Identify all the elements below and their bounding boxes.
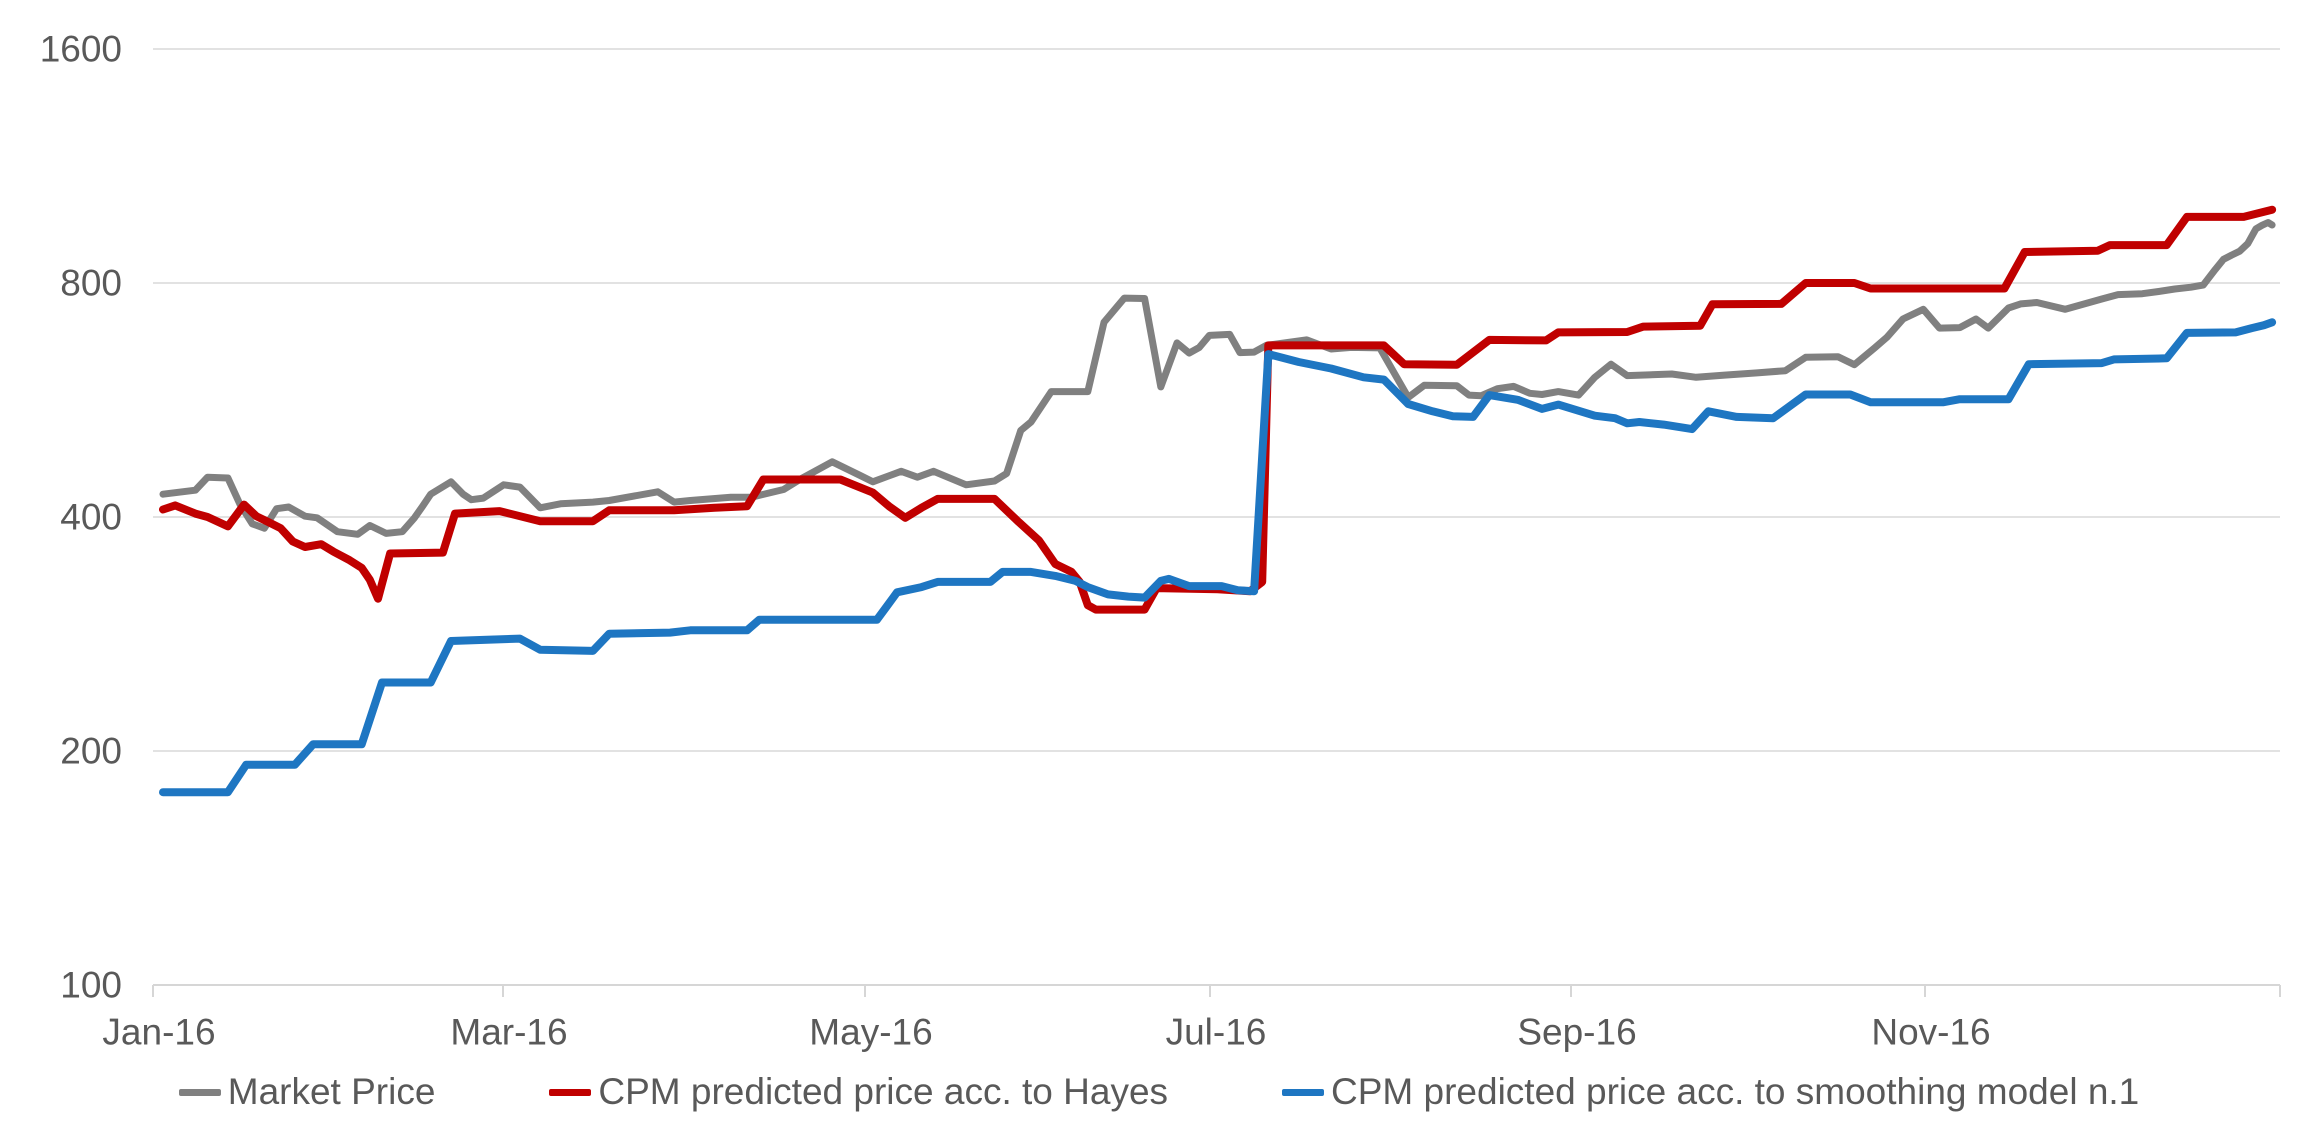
legend-item-market: Market Price bbox=[178, 1071, 436, 1113]
x-axis-label-Jan-16: Jan-16 bbox=[102, 1012, 215, 1053]
legend-marker-smoothing-icon bbox=[1282, 1088, 1325, 1096]
legend: Market Price CPM predicted price acc. to … bbox=[0, 1071, 2318, 1113]
legend-marker-market-icon bbox=[178, 1088, 221, 1096]
y-axis-label-800: 800 bbox=[60, 263, 122, 304]
series-line-market bbox=[159, 219, 2276, 538]
y-axis-label-200: 200 bbox=[60, 731, 122, 772]
legend-label: Market Price bbox=[227, 1071, 436, 1112]
series-line-hayes bbox=[159, 205, 2277, 614]
y-axis-label-400: 400 bbox=[60, 497, 122, 538]
legend-item-smoothing: CPM predicted price acc. to smoothing mo… bbox=[1282, 1071, 2140, 1113]
x-axis-label-Jul-16: Jul-16 bbox=[1166, 1012, 1267, 1053]
series-line-smoothing bbox=[159, 318, 2277, 797]
legend-item-hayes: CPM predicted price acc. to Hayes bbox=[549, 1071, 1169, 1113]
x-axis-label-Mar-16: Mar-16 bbox=[450, 1012, 567, 1053]
x-axis-label-May-16: May-16 bbox=[809, 1012, 932, 1053]
legend-marker-hayes-icon bbox=[549, 1088, 592, 1096]
x-axis-label-Nov-16: Nov-16 bbox=[1871, 1012, 1990, 1053]
y-axis-label-1600: 1600 bbox=[40, 29, 122, 70]
legend-label: CPM predicted price acc. to smoothing mo… bbox=[1331, 1071, 2140, 1112]
y-axis-label-100: 100 bbox=[60, 965, 122, 1006]
legend-label: CPM predicted price acc. to Hayes bbox=[598, 1071, 1169, 1112]
x-axis-label-Sep-16: Sep-16 bbox=[1517, 1012, 1636, 1053]
